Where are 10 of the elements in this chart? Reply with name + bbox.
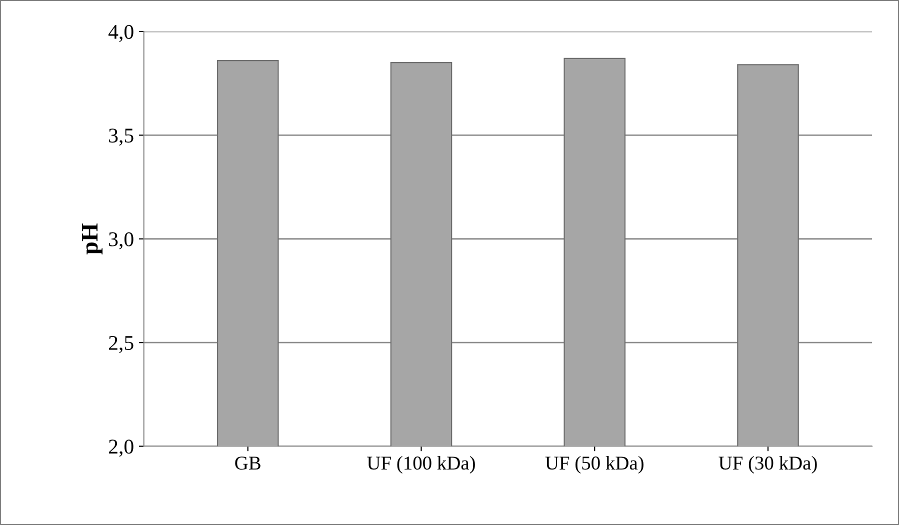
x-tick-label: UF (30 kDa) <box>718 456 817 474</box>
x-tick-label: GB <box>235 456 260 470</box>
x-tick-label: UF (100 kDa) <box>367 456 475 474</box>
y-tick-label: 4,0 <box>108 24 134 42</box>
y-tick-label: 3,0 <box>109 232 134 250</box>
y-tick-label: 2,0 <box>108 440 134 457</box>
y-tick-label: 3,5 <box>109 128 134 146</box>
x-tick-label: UF (50 kDa) <box>545 456 644 474</box>
y-tick-label: 2,5 <box>108 336 134 353</box>
y-axis-title: pH <box>82 224 103 254</box>
